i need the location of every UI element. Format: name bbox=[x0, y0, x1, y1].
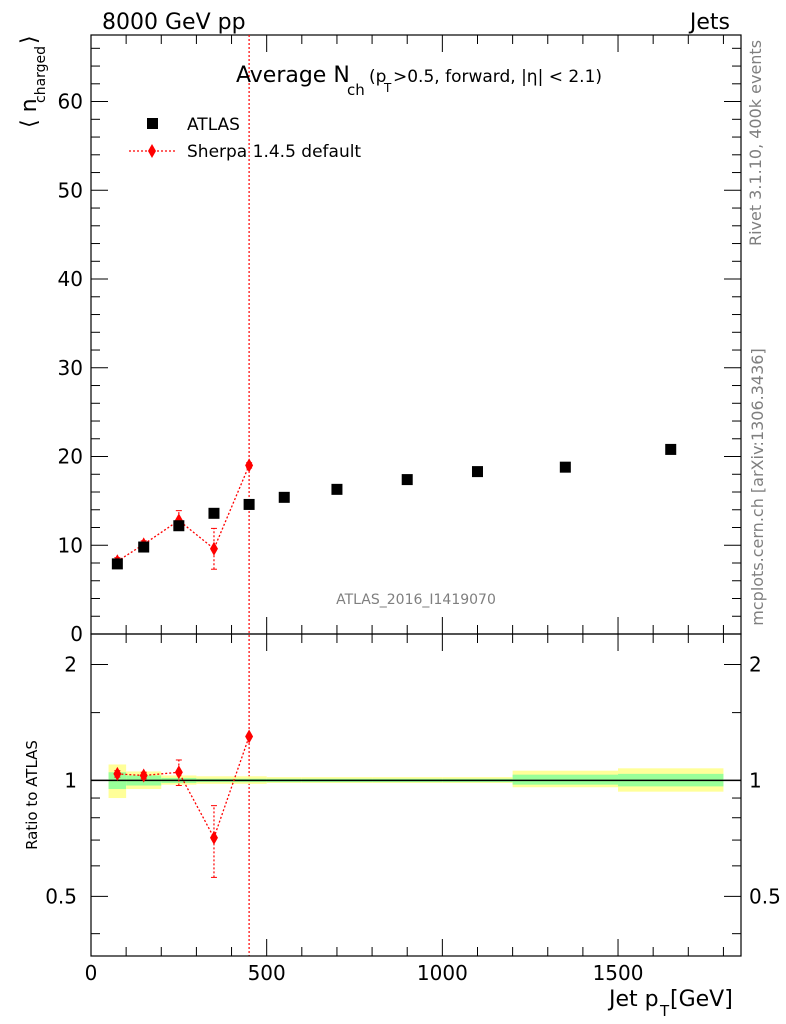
legend: ATLAS Sherpa 1.4.5 default bbox=[129, 115, 361, 162]
main-y-tick-label: 0 bbox=[70, 622, 83, 646]
data-point bbox=[559, 461, 571, 473]
x-tick-label: 1500 bbox=[593, 961, 644, 985]
x-tick-label: 500 bbox=[248, 961, 286, 985]
data-point bbox=[111, 558, 123, 570]
title-main-sub: ch bbox=[347, 81, 365, 99]
ratio-band-inner bbox=[512, 774, 619, 785]
ratio-mc-point bbox=[245, 729, 254, 744]
title-main: Average N bbox=[236, 63, 350, 88]
ratio-y-tick-label-left: 0.5 bbox=[45, 884, 77, 908]
ratio-mc-point bbox=[139, 768, 148, 783]
ylabel-main: ⟨ n bbox=[17, 98, 42, 128]
main-y-tick-label: 30 bbox=[58, 356, 83, 380]
legend-data-label: ATLAS bbox=[187, 115, 240, 135]
ratio-mc-point bbox=[113, 766, 122, 781]
legend-mc-marker bbox=[148, 144, 156, 158]
data-point bbox=[471, 466, 483, 478]
mcplots-label: mcplots.cern.ch [arXiv:1306.3436] bbox=[748, 348, 767, 625]
data-point bbox=[173, 520, 185, 532]
ratio-mc-point bbox=[209, 830, 218, 845]
ylabel-close: ⟩ bbox=[17, 35, 42, 44]
main-y-tick-label: 40 bbox=[58, 267, 83, 291]
data-point bbox=[243, 498, 255, 510]
ylabel-sub: charged bbox=[33, 46, 49, 103]
data-point bbox=[665, 443, 677, 455]
data-point bbox=[138, 541, 150, 553]
title-detail-sub: T bbox=[383, 81, 392, 95]
ratio-y-axis-label: Ratio to ATLAS bbox=[23, 740, 41, 850]
legend-mc-label: Sherpa 1.4.5 default bbox=[187, 142, 361, 162]
mc-point bbox=[245, 458, 254, 473]
rivet-label: Rivet 3.1.10, 400k events bbox=[746, 40, 765, 246]
ratio-frame bbox=[90, 633, 742, 957]
plot-title: Average N ch (p T >0.5, forward, |η| < 2… bbox=[236, 63, 602, 99]
data-point bbox=[208, 507, 220, 519]
main-panel: 0 10 20 30 40 50 60 bbox=[58, 34, 742, 956]
main-y-tick-label: 10 bbox=[58, 533, 83, 557]
x-tick-label: 0 bbox=[85, 961, 98, 985]
legend-data-marker bbox=[147, 118, 158, 129]
ratio-y-tick-label-right: 2 bbox=[749, 652, 762, 676]
main-y-tick-label: 60 bbox=[58, 90, 83, 114]
xlabel-unit: [GeV] bbox=[670, 987, 733, 1012]
ratio-y-tick-label-left: 1 bbox=[64, 768, 77, 792]
x-tick-label: 1000 bbox=[417, 961, 468, 985]
header-left: 8000 GeV pp bbox=[102, 10, 246, 35]
data-point bbox=[331, 483, 343, 495]
header-right: Jets bbox=[688, 10, 730, 35]
main-y-tick-label: 50 bbox=[58, 178, 83, 202]
analysis-watermark: ATLAS_2016_I1419070 bbox=[336, 592, 496, 608]
data-point bbox=[401, 474, 413, 486]
ratio-mc-point bbox=[174, 765, 183, 780]
data-point bbox=[278, 491, 290, 503]
xlabel-sub: T bbox=[659, 1002, 670, 1020]
title-detail-post: >0.5, forward, |η| < 2.1) bbox=[393, 67, 602, 87]
title-detail-pre: (p bbox=[369, 67, 386, 87]
main-y-axis-label: ⟨ n charged ⟩ bbox=[17, 35, 49, 128]
ratio-y-tick-label-right: 1 bbox=[749, 768, 762, 792]
ratio-panel: 0 500 1000 1500 0.5 0.5 1 1 2 2 bbox=[45, 633, 781, 985]
ratio-y-tick-label-left: 2 bbox=[64, 652, 77, 676]
main-y-tick-label: 20 bbox=[58, 445, 83, 469]
mc-series-line bbox=[117, 465, 250, 562]
xlabel-main: Jet p bbox=[607, 987, 659, 1012]
mc-point bbox=[209, 541, 218, 556]
x-axis-label: Jet p T [GeV] bbox=[607, 987, 733, 1020]
ratio-y-tick-label-right: 0.5 bbox=[749, 884, 781, 908]
